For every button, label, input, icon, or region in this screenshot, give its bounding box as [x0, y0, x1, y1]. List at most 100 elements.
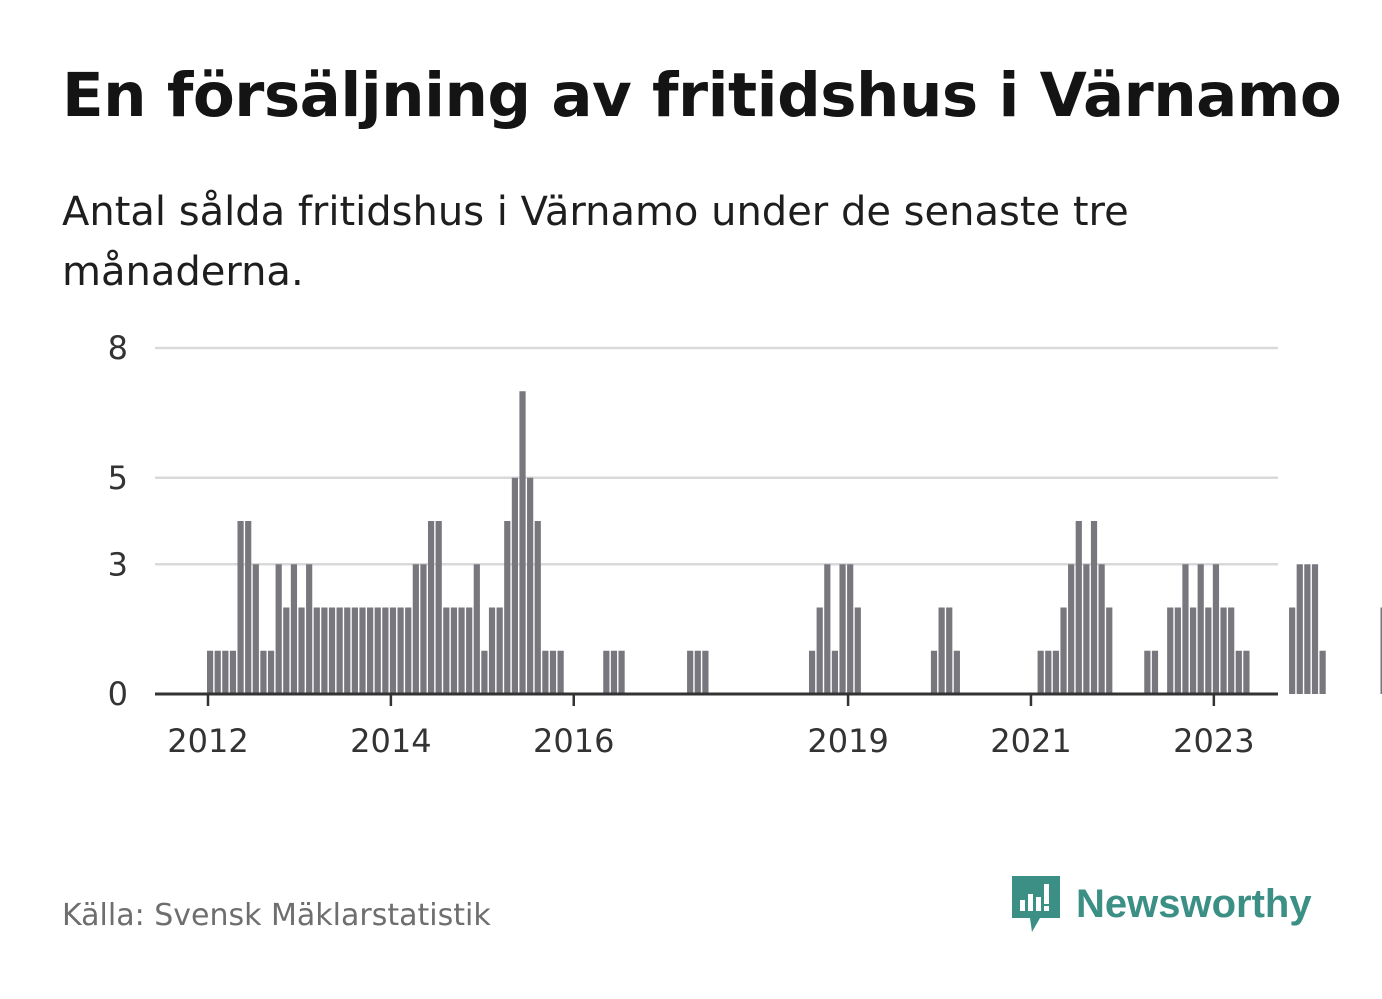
bar [839, 564, 846, 694]
bar [389, 607, 397, 694]
bar [1052, 650, 1060, 694]
bar [1037, 650, 1044, 694]
bar [542, 650, 549, 694]
newsworthy-logo-icon [1012, 876, 1060, 932]
bar [1075, 521, 1082, 694]
bar [1045, 650, 1052, 694]
bar [519, 391, 526, 694]
bar [610, 650, 618, 694]
bar [336, 607, 343, 694]
bar [466, 607, 473, 694]
bar [1060, 607, 1067, 694]
bar [953, 650, 960, 694]
bar [702, 650, 709, 694]
bar [504, 521, 511, 694]
bar [405, 607, 412, 694]
bar [397, 607, 404, 694]
source-credit: Källa: Svensk Mäklarstatistik [62, 898, 491, 933]
bar [1319, 650, 1326, 694]
bar [534, 521, 541, 694]
bar [1068, 564, 1075, 694]
bar [473, 564, 480, 694]
bar-series [207, 391, 1382, 694]
bar [1304, 564, 1311, 694]
bar [1151, 650, 1159, 694]
bar [930, 650, 938, 694]
bar [344, 607, 351, 694]
bar [854, 607, 861, 694]
bar [328, 607, 336, 694]
bar [290, 564, 298, 694]
bar [1235, 650, 1242, 694]
bar [443, 607, 450, 694]
bar [229, 650, 237, 694]
bar [1167, 607, 1174, 694]
bar [207, 650, 214, 694]
bar [687, 650, 694, 694]
bar [1220, 607, 1227, 694]
bar [946, 607, 953, 694]
bar [603, 650, 610, 694]
bar [321, 607, 328, 694]
bar [1228, 607, 1235, 694]
bar [427, 521, 435, 694]
y-axis-ticks: 0 3 5 8 [108, 329, 128, 713]
bar [1197, 564, 1204, 694]
bar [252, 564, 259, 694]
bar [1205, 607, 1212, 694]
bar [351, 607, 358, 694]
bar [1174, 607, 1181, 694]
bar [557, 650, 564, 694]
bar [511, 477, 518, 694]
brand-name: Newsworthy [1076, 881, 1312, 926]
bar [1090, 521, 1098, 694]
x-tick-label: 2016 [533, 722, 614, 760]
bar [496, 607, 503, 694]
bar [1289, 607, 1296, 694]
y-tick-label: 3 [108, 545, 128, 583]
bar [938, 607, 945, 694]
bar [306, 564, 313, 694]
bar [245, 521, 252, 694]
bar [237, 521, 244, 694]
bar [298, 607, 305, 694]
bar [1189, 607, 1197, 694]
y-tick-label: 8 [108, 329, 128, 367]
x-tick-label: 2021 [990, 722, 1071, 760]
bar [382, 607, 389, 694]
chart-subtitle: Antal sålda fritidshus i Värnamo under d… [62, 189, 1129, 295]
bar [458, 607, 465, 694]
bar [1083, 564, 1090, 694]
x-tick-label: 2014 [350, 722, 431, 760]
bar [260, 650, 267, 694]
brand: Newsworthy [1010, 874, 1312, 934]
gridlines [155, 346, 1278, 566]
bar [1296, 564, 1303, 694]
chart-title: En försäljning av fritidshus i Värnamo [62, 60, 1342, 131]
bar [1243, 650, 1250, 694]
bar [450, 607, 458, 694]
bar [694, 650, 701, 694]
x-axis-ticks: 2012 2014 2016 2019 2021 2023 [167, 694, 1255, 760]
bar [808, 650, 816, 694]
bar [1182, 564, 1189, 694]
bar [267, 650, 275, 694]
bar [831, 650, 839, 694]
bar [1212, 564, 1220, 694]
x-tick-label: 2012 [167, 722, 248, 760]
bar [214, 650, 221, 694]
bar [488, 607, 496, 694]
bar [1144, 650, 1151, 694]
bar [275, 564, 282, 694]
bar [359, 607, 366, 694]
bar [283, 607, 290, 694]
bar [847, 564, 854, 694]
bar [824, 564, 831, 694]
y-tick-label: 0 [108, 675, 128, 713]
bar [618, 650, 625, 694]
bar [222, 650, 229, 694]
bar [367, 607, 374, 694]
bar [1106, 607, 1113, 694]
bar [420, 564, 427, 694]
bar [435, 521, 442, 694]
